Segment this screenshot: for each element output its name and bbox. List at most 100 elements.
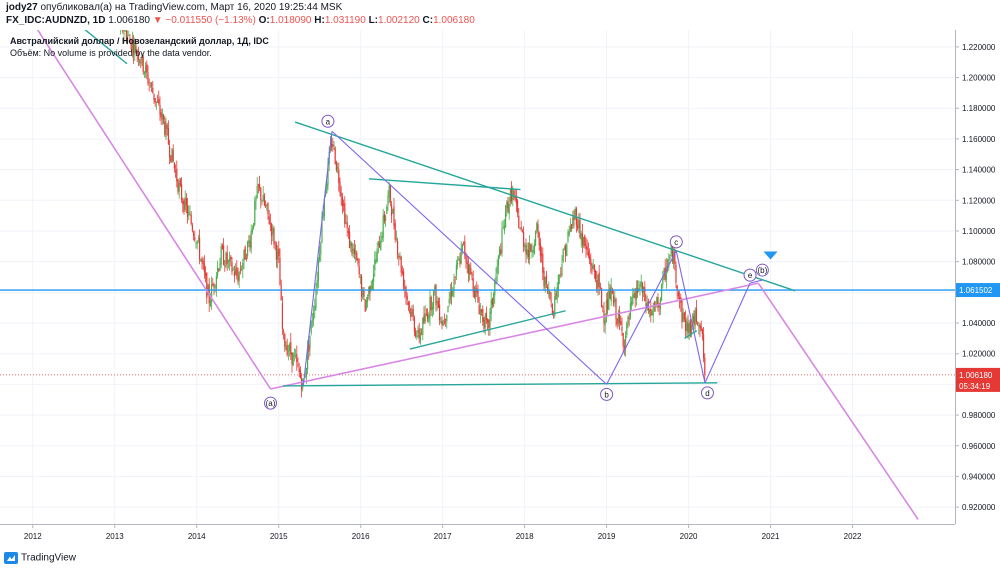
candle-body — [279, 257, 281, 286]
candle-body — [630, 301, 633, 306]
time-tick-label: 2015 — [270, 532, 288, 541]
tradingview-logo[interactable]: TradingView — [4, 552, 76, 564]
candle-body — [636, 288, 639, 293]
candle-body — [675, 265, 677, 283]
candle-body — [267, 202, 269, 215]
candle-body — [233, 271, 235, 277]
candle-body — [611, 289, 613, 294]
candle-body — [489, 311, 491, 329]
candle-body — [204, 272, 207, 276]
candle-body — [222, 245, 225, 265]
candle-body — [606, 299, 609, 310]
axis-markers: 1.061502 1.006180 05:34:19 — [956, 283, 1000, 392]
candle-body — [446, 314, 448, 322]
candle-body — [255, 197, 257, 201]
candle-body — [560, 273, 562, 275]
candle-body — [196, 240, 198, 244]
candle-body — [345, 222, 347, 223]
candle-body — [252, 223, 255, 228]
time-tick-label: 2021 — [762, 532, 780, 541]
candle-body — [384, 215, 387, 222]
candle-body — [657, 297, 659, 308]
candle-body — [368, 287, 370, 297]
candle-body — [587, 251, 589, 257]
candle-body — [518, 215, 520, 229]
candle-body — [549, 291, 551, 300]
candle-body — [598, 272, 600, 288]
candle-body — [453, 279, 455, 290]
candle-body — [185, 198, 187, 206]
current-price-marker — [956, 367, 1000, 392]
candle-body — [234, 269, 237, 275]
candle-body — [201, 258, 203, 263]
candle-body — [449, 292, 451, 299]
candle-body — [663, 269, 665, 276]
candle-body — [492, 293, 495, 307]
candle-body — [509, 189, 511, 203]
candle-body — [479, 309, 481, 316]
candle-body — [579, 219, 581, 238]
candle-body — [681, 299, 683, 322]
candle-body — [215, 275, 217, 289]
candle-body — [382, 215, 384, 238]
candle-body — [302, 378, 304, 388]
candle-body — [184, 197, 186, 211]
candle-body — [543, 270, 545, 286]
candle-body — [312, 312, 315, 321]
wave-label-circle — [743, 268, 757, 282]
candle-body — [224, 265, 226, 267]
time-tick-label: 2017 — [434, 532, 452, 541]
candle-body — [617, 312, 619, 324]
candle-body — [413, 317, 415, 332]
candle-body — [551, 304, 553, 315]
candle-body — [388, 185, 390, 197]
candle-body — [249, 241, 251, 248]
publish-text: опубликовал(а) на TradingView.com, Март … — [37, 2, 343, 13]
candle-body — [622, 332, 624, 346]
time-axis[interactable]: 2012 2013 2014 2015 2016 2017 2018 2019 2020 2021… — [0, 524, 955, 541]
candle-body — [176, 168, 178, 182]
candle-body — [474, 287, 477, 298]
candle-body — [532, 250, 534, 253]
wave-label: e — [748, 271, 753, 280]
author-name[interactable]: jody27 — [6, 2, 38, 13]
candle-body — [161, 113, 163, 120]
candle-body — [142, 56, 144, 72]
candle-body — [612, 295, 615, 304]
candle-body — [599, 287, 601, 289]
candle-body — [512, 189, 514, 201]
candle-body — [604, 320, 606, 326]
candle-body — [534, 230, 537, 246]
candle-body — [671, 245, 673, 262]
candle-body — [424, 313, 426, 322]
candle-body — [556, 287, 558, 300]
candle-body — [378, 242, 381, 248]
price-tick-label: 1.100000 — [962, 227, 996, 236]
candle-body — [580, 233, 582, 240]
candle-body — [346, 222, 348, 229]
candle-body — [393, 206, 395, 226]
candle-body — [632, 294, 634, 304]
candle-body — [687, 323, 689, 334]
candle-body — [458, 258, 460, 261]
candle-body — [300, 378, 303, 390]
candle-body — [288, 344, 291, 352]
candle-body — [372, 273, 375, 282]
candle-body — [122, 30, 124, 32]
candle-body — [426, 314, 429, 320]
candle-body — [280, 285, 282, 301]
candle-body — [626, 323, 628, 336]
legend-title[interactable]: Австралийский доллар / Новозеландский до… — [10, 36, 269, 46]
candle-body — [336, 167, 339, 169]
candle-body — [447, 306, 449, 313]
candle-body — [348, 231, 351, 249]
price-chart[interactable]: (a) a b c d e (b) 1.220000 1.200000 1.180000 1.16… — [0, 30, 1000, 548]
wave-label: (b) — [757, 266, 767, 275]
candle-body — [420, 332, 423, 334]
candle-body — [231, 262, 233, 272]
candle-body — [574, 208, 576, 219]
candle-body — [503, 225, 505, 231]
candle-body — [375, 259, 377, 263]
candle-body — [369, 285, 371, 293]
candle-body — [546, 286, 549, 292]
